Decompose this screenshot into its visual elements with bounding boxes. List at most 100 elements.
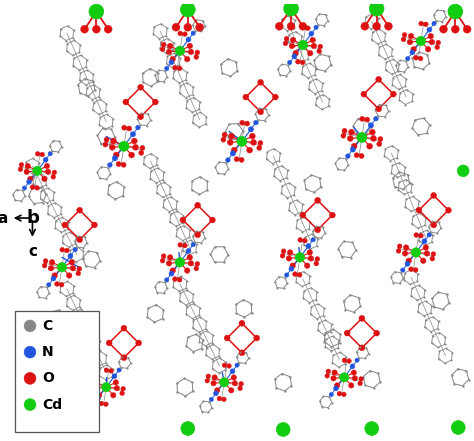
Circle shape xyxy=(299,22,307,30)
Circle shape xyxy=(249,133,255,139)
Circle shape xyxy=(52,170,56,175)
Circle shape xyxy=(361,91,367,97)
Circle shape xyxy=(376,76,382,82)
Circle shape xyxy=(186,248,191,254)
Circle shape xyxy=(304,263,310,269)
Circle shape xyxy=(77,207,82,213)
Circle shape xyxy=(406,258,411,264)
Circle shape xyxy=(305,26,310,30)
Circle shape xyxy=(391,91,396,97)
Circle shape xyxy=(195,232,201,238)
Circle shape xyxy=(429,39,435,45)
Circle shape xyxy=(109,144,115,150)
Circle shape xyxy=(332,370,337,375)
Circle shape xyxy=(186,37,191,42)
Circle shape xyxy=(361,22,369,30)
Circle shape xyxy=(457,165,469,177)
Circle shape xyxy=(290,263,295,269)
Circle shape xyxy=(93,385,98,391)
Circle shape xyxy=(254,120,258,125)
Circle shape xyxy=(257,146,262,150)
Circle shape xyxy=(173,65,177,70)
Circle shape xyxy=(88,379,92,384)
Circle shape xyxy=(221,137,226,142)
Circle shape xyxy=(160,258,165,263)
Circle shape xyxy=(195,50,200,55)
Circle shape xyxy=(436,40,441,45)
Circle shape xyxy=(91,222,97,228)
Circle shape xyxy=(230,369,235,374)
Circle shape xyxy=(228,388,234,393)
Circle shape xyxy=(292,272,297,277)
Circle shape xyxy=(227,364,231,368)
Circle shape xyxy=(231,147,237,153)
Circle shape xyxy=(378,137,383,142)
Circle shape xyxy=(246,147,253,153)
Circle shape xyxy=(33,166,42,176)
Circle shape xyxy=(27,179,32,184)
Circle shape xyxy=(435,45,439,49)
Circle shape xyxy=(106,340,112,346)
Circle shape xyxy=(374,116,378,121)
Circle shape xyxy=(331,376,336,381)
Circle shape xyxy=(346,154,350,158)
Text: C: C xyxy=(42,319,52,333)
Circle shape xyxy=(119,141,129,151)
Circle shape xyxy=(240,120,245,125)
Circle shape xyxy=(402,250,408,256)
Circle shape xyxy=(273,94,278,100)
Circle shape xyxy=(360,116,365,121)
Circle shape xyxy=(35,186,39,190)
Circle shape xyxy=(402,33,407,37)
Circle shape xyxy=(122,125,127,130)
Circle shape xyxy=(175,46,185,56)
Circle shape xyxy=(251,139,256,146)
Circle shape xyxy=(181,422,195,435)
Circle shape xyxy=(103,142,108,147)
Circle shape xyxy=(306,243,311,249)
Circle shape xyxy=(239,381,244,386)
Text: c: c xyxy=(28,244,37,259)
Circle shape xyxy=(234,157,239,162)
Circle shape xyxy=(184,268,190,273)
Circle shape xyxy=(153,99,158,105)
Circle shape xyxy=(117,368,121,372)
Circle shape xyxy=(109,369,113,373)
Text: Cd: Cd xyxy=(42,398,62,411)
Circle shape xyxy=(347,135,353,142)
Circle shape xyxy=(113,152,119,158)
Circle shape xyxy=(64,248,69,253)
Circle shape xyxy=(161,42,166,47)
Circle shape xyxy=(104,25,112,33)
Circle shape xyxy=(254,335,260,341)
Circle shape xyxy=(24,373,36,384)
Circle shape xyxy=(359,315,365,321)
Circle shape xyxy=(160,47,165,52)
Circle shape xyxy=(423,22,428,26)
Circle shape xyxy=(222,397,226,402)
Circle shape xyxy=(121,355,127,361)
Circle shape xyxy=(110,138,116,144)
Circle shape xyxy=(342,128,347,133)
Circle shape xyxy=(281,249,286,254)
Circle shape xyxy=(409,267,413,272)
Circle shape xyxy=(413,268,418,272)
Circle shape xyxy=(191,31,195,35)
Circle shape xyxy=(258,79,264,85)
Circle shape xyxy=(314,25,319,30)
Circle shape xyxy=(245,121,250,126)
Circle shape xyxy=(367,143,373,149)
Circle shape xyxy=(42,263,47,268)
Circle shape xyxy=(346,359,351,363)
Circle shape xyxy=(42,176,47,182)
Circle shape xyxy=(232,381,237,386)
Circle shape xyxy=(348,383,354,388)
Circle shape xyxy=(44,163,50,169)
Circle shape xyxy=(89,4,104,19)
Circle shape xyxy=(284,273,289,277)
Circle shape xyxy=(348,129,355,135)
Circle shape xyxy=(408,34,414,39)
Circle shape xyxy=(422,239,427,243)
Circle shape xyxy=(354,153,359,158)
Circle shape xyxy=(237,136,247,146)
